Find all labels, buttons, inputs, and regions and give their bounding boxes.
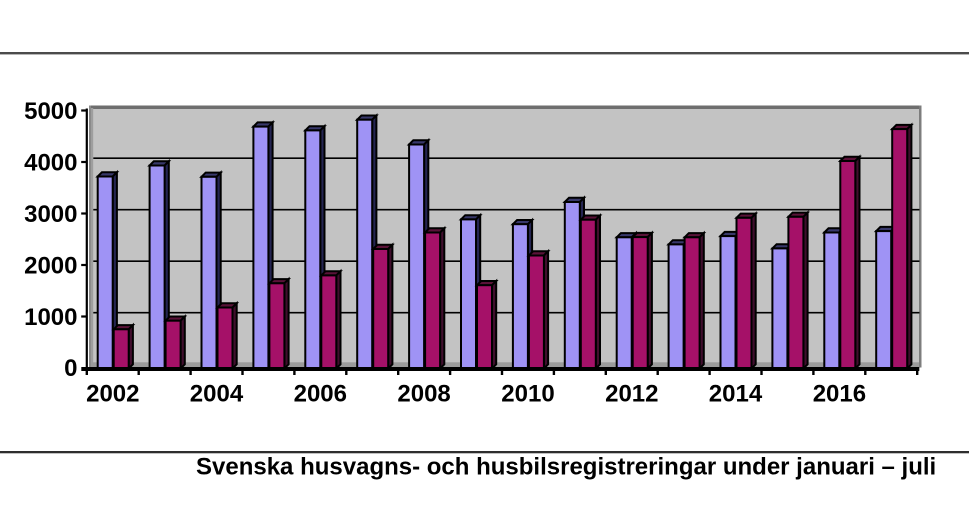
svg-text:3000: 3000 xyxy=(24,201,77,228)
svg-text:2014: 2014 xyxy=(709,381,763,408)
svg-text:2016: 2016 xyxy=(813,381,866,408)
svg-text:2012: 2012 xyxy=(605,381,658,408)
svg-text:2006: 2006 xyxy=(294,381,347,408)
svg-text:Svenska husvagns- och husbilsr: Svenska husvagns- och husbilsregistrerin… xyxy=(196,454,936,481)
svg-text:1000: 1000 xyxy=(24,304,77,331)
svg-text:2004: 2004 xyxy=(190,381,244,408)
svg-text:2010: 2010 xyxy=(501,381,554,408)
svg-text:2002: 2002 xyxy=(86,381,139,408)
svg-text:5000: 5000 xyxy=(24,98,77,125)
svg-text:0: 0 xyxy=(64,355,77,382)
svg-text:4000: 4000 xyxy=(24,150,77,177)
svg-text:2008: 2008 xyxy=(397,381,450,408)
svg-text:2000: 2000 xyxy=(24,253,77,280)
